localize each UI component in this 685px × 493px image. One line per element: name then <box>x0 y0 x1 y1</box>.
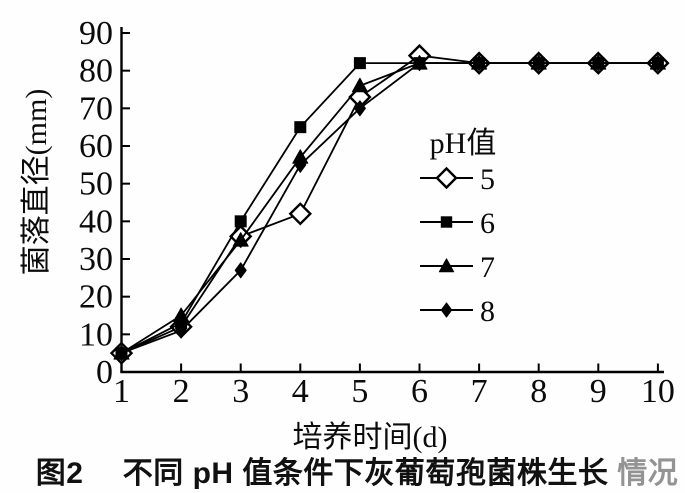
y-tick-label: 30 <box>79 241 113 278</box>
x-tick-label: 1 <box>113 373 130 410</box>
legend-label: 8 <box>480 295 495 328</box>
plot-series <box>109 43 670 365</box>
marker-filled-triangle <box>351 77 368 93</box>
marker-open-diamond <box>435 166 458 190</box>
marker-filled-square <box>440 216 453 228</box>
marker-filled-diamond <box>234 262 247 279</box>
x-tick-label: 2 <box>173 373 190 410</box>
legend-item-ph-5: 5 <box>420 163 495 196</box>
marker-filled-triangle <box>232 232 249 247</box>
x-tick-label: 6 <box>411 373 428 410</box>
marker-open-diamond <box>288 202 312 226</box>
marker-filled-square <box>353 57 366 70</box>
y-tick-label: 40 <box>79 203 113 240</box>
marker-filled-diamond <box>592 55 605 72</box>
x-tick-label: 3 <box>232 373 249 410</box>
marker-filled-triangle <box>438 258 455 273</box>
marker-filled-triangle <box>173 307 190 322</box>
marker-filled-diamond <box>115 345 128 362</box>
legend-item-ph-7: 7 <box>420 251 495 284</box>
marker-filled-diamond <box>440 302 453 318</box>
legend-label: 5 <box>480 163 495 196</box>
x-tick-label: 4 <box>292 373 309 410</box>
marker-filled-diamond <box>473 55 486 72</box>
legend: pH值 5 6 7 8 <box>420 127 496 328</box>
legend-items: 5 6 7 8 <box>420 163 495 328</box>
x-axis-ticks: 1 2 3 4 5 6 7 8 9 10 <box>113 363 675 410</box>
marker-filled-diamond <box>175 322 188 339</box>
marker-filled-diamond <box>651 55 664 72</box>
marker-filled-square <box>234 215 247 228</box>
legend-label: 7 <box>480 251 495 284</box>
marker-filled-diamond <box>413 55 426 72</box>
caption-number: 图2 <box>36 457 114 490</box>
legend-item-ph-8: 8 <box>420 295 495 328</box>
legend-item-ph-6: 6 <box>420 207 495 240</box>
marker-filled-square <box>294 121 307 134</box>
series-line <box>121 62 658 355</box>
y-tick-label: 20 <box>79 279 113 316</box>
marker-filled-diamond <box>532 55 545 72</box>
caption-text-watermarked: 情况 <box>617 457 678 490</box>
legend-label: 6 <box>480 207 495 240</box>
x-tick-label: 7 <box>471 373 488 410</box>
caption-text: 不同 pH 值条件下灰葡萄孢菌株生长 <box>123 457 609 490</box>
y-tick-label: 80 <box>79 53 113 90</box>
marker-filled-diamond <box>294 156 307 173</box>
x-axis-title: 培养时间(d) <box>293 421 448 454</box>
series-ph-8 <box>115 55 664 362</box>
y-tick-label: 70 <box>79 90 113 127</box>
x-tick-label: 10 <box>641 373 675 410</box>
y-tick-label: 0 <box>96 354 113 391</box>
marker-filled-diamond <box>353 100 366 117</box>
y-tick-label: 50 <box>79 166 113 203</box>
figure-caption: 图2 不同 pH 值条件下灰葡萄孢菌株生长 情况 <box>36 457 679 490</box>
legend-title: pH值 <box>430 127 497 160</box>
y-axis-title: 菌落直径(mm) <box>20 89 53 276</box>
y-tick-label: 10 <box>79 316 113 353</box>
y-tick-label: 90 <box>79 15 113 52</box>
x-tick-label: 8 <box>530 373 547 410</box>
x-tick-label: 5 <box>351 373 368 410</box>
y-tick-label: 60 <box>79 128 113 165</box>
x-tick-label: 9 <box>590 373 607 410</box>
